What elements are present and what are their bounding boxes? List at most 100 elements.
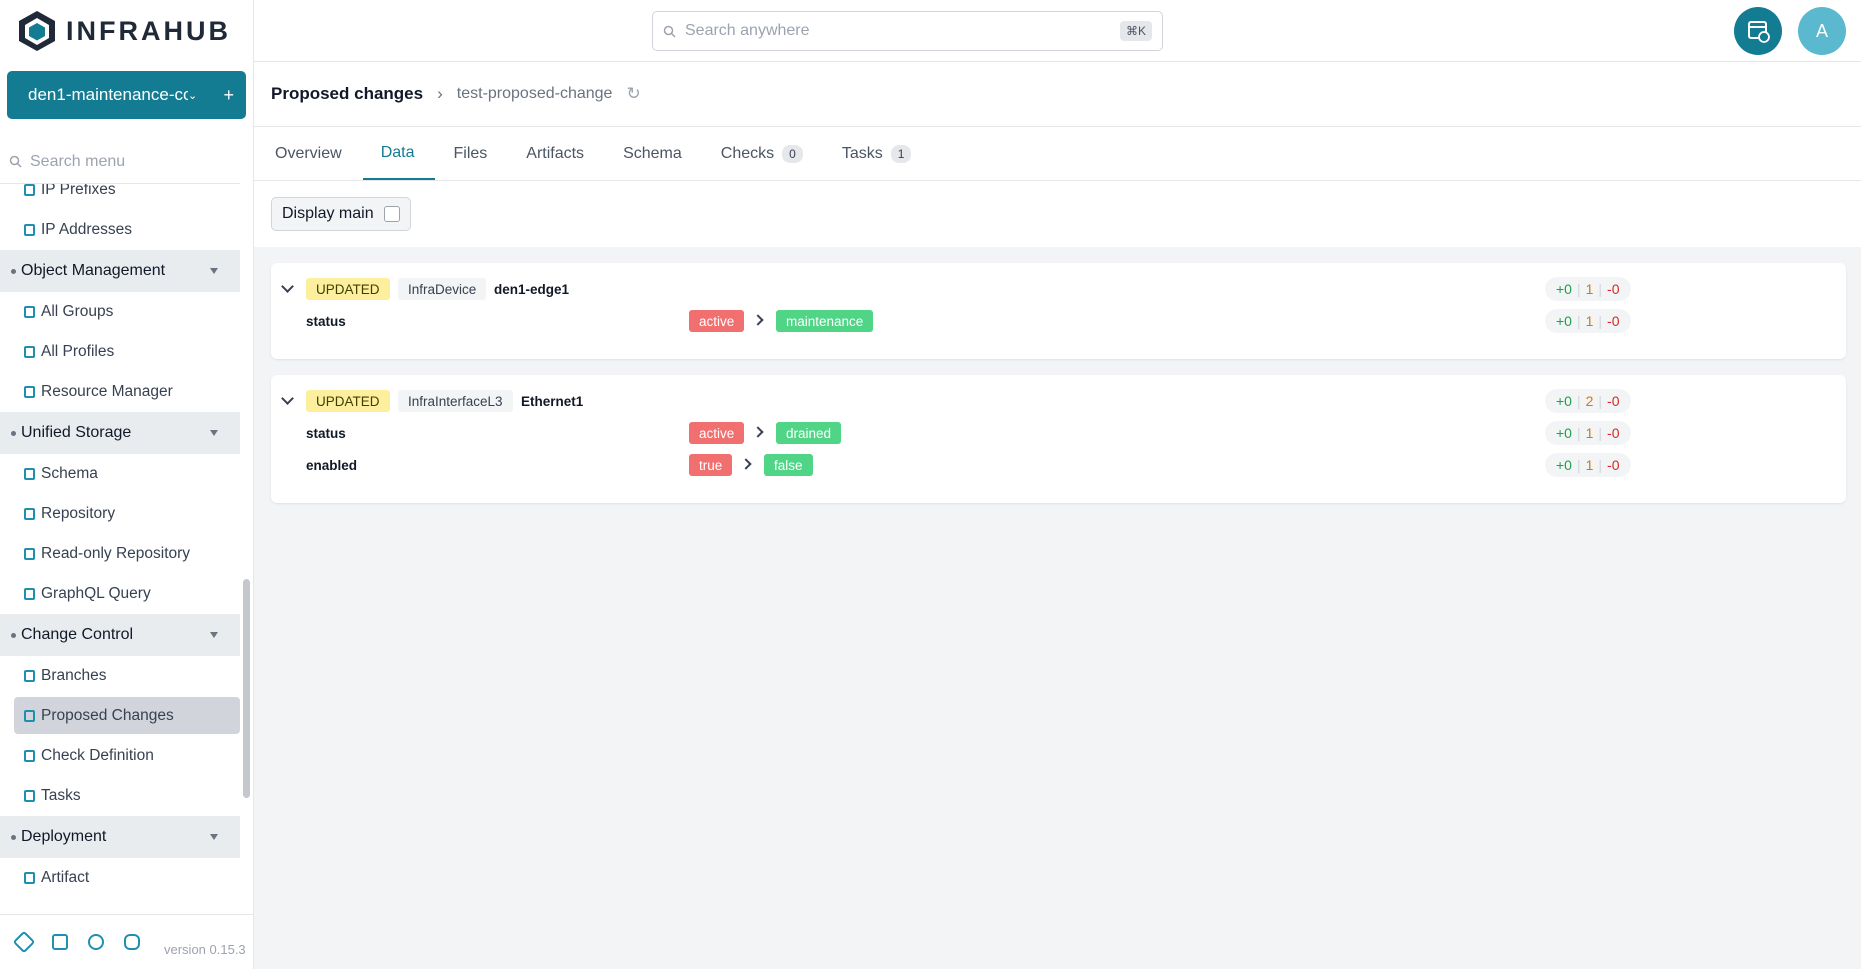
api-icon[interactable]: [124, 934, 140, 950]
menu-icon: [24, 468, 35, 480]
add-branch[interactable]: +: [223, 84, 234, 105]
menu-item[interactable]: GraphQL Query: [0, 574, 240, 614]
menu-item[interactable]: Check Definition: [0, 736, 240, 776]
menu-section[interactable]: Change Control: [0, 614, 240, 656]
menu-label: Artifact: [41, 869, 90, 886]
menu-label: Branches: [41, 667, 107, 684]
updated-count: 1: [1585, 281, 1594, 297]
kind-badge: InfraInterfaceL3: [398, 390, 513, 412]
new-value: maintenance: [776, 310, 874, 332]
menu-label: Check Definition: [41, 747, 154, 764]
tab-count: 0: [782, 144, 803, 163]
menu-section[interactable]: Object Management: [0, 250, 240, 292]
arrow: [740, 458, 752, 470]
avatar[interactable]: A: [1798, 7, 1846, 55]
tab-label: Data: [380, 143, 415, 161]
menu-label: Proposed Changes: [41, 706, 174, 724]
branch-name: den1-maintenance-cor: [28, 85, 188, 104]
menu-item[interactable]: Read-only Repository: [0, 534, 240, 574]
diff-node-row[interactable]: UPDATED InfraDevice den1-edge1 +0 | 1 | -0: [271, 273, 1846, 305]
node-name[interactable]: den1-edge1: [494, 281, 570, 297]
attribute-row: enabled true false +0 | 1 | -0: [271, 449, 1846, 481]
scrollbar[interactable]: [243, 579, 250, 798]
menu-icon: [24, 588, 35, 600]
chevron: ⌄: [188, 89, 198, 102]
menu-item[interactable]: Artifact: [0, 858, 240, 898]
tab[interactable]: Data: [362, 127, 436, 180]
menu-item[interactable]: IP Prefixes: [0, 184, 240, 210]
tab[interactable]: Tasks 1: [824, 127, 933, 180]
menu-item[interactable]: IP Addresses: [0, 210, 240, 250]
sidebar-footer: version 0.15.3: [0, 914, 254, 969]
collapse-chevron[interactable]: [281, 392, 294, 405]
tab-count: 1: [890, 144, 912, 163]
attribute-row: status active drained +0 | 1 | -0: [271, 417, 1846, 449]
menu-item[interactable]: Branches: [0, 656, 240, 696]
breadcrumb-title[interactable]: Proposed changes: [271, 84, 424, 103]
arrow: [752, 426, 764, 438]
updated-count: 1: [1585, 425, 1594, 441]
menu-item[interactable]: Repository: [0, 494, 240, 534]
diff-card: UPDATED InfraDevice den1-edge1 +0 | 1 | -0 statu…: [271, 263, 1846, 359]
menu-item[interactable]: Resource Manager: [0, 372, 240, 412]
tab[interactable]: Schema: [605, 127, 703, 180]
tab[interactable]: Files: [435, 127, 508, 180]
menu-label: Tasks: [41, 787, 81, 804]
updated-count: 1: [1585, 457, 1594, 473]
tab[interactable]: Overview: [254, 127, 363, 180]
menu-search[interactable]: Search menu: [0, 140, 240, 184]
removed-count: -0: [1607, 281, 1620, 297]
branch-selector[interactable]: den1-maintenance-cor ⌄ +: [7, 71, 246, 119]
display-main-toggle[interactable]: Display main: [271, 197, 411, 231]
checkbox[interactable]: [384, 206, 400, 222]
menu-item[interactable]: All Profiles: [0, 332, 240, 372]
menu-label: IP Prefixes: [41, 184, 116, 198]
menu-label: IP Addresses: [41, 221, 133, 238]
diff-summary: +0 | 2 | -0: [1545, 389, 1631, 413]
menu-icon: [24, 790, 35, 802]
graphql-icon[interactable]: [88, 934, 104, 950]
logo-icon: [19, 11, 55, 51]
refresh-icon[interactable]: ↻: [626, 84, 641, 103]
search-icon: [663, 25, 676, 38]
global-search[interactable]: Search anywhere ⌘K: [652, 11, 1163, 51]
node-name[interactable]: Ethernet1: [521, 393, 584, 409]
calendar-icon: [1748, 21, 1770, 43]
separator: |: [1576, 281, 1581, 297]
kind-badge: InfraDevice: [398, 278, 487, 300]
separator: |: [1576, 313, 1581, 329]
menu-icon: [24, 224, 35, 236]
menu-item[interactable]: Proposed Changes: [14, 697, 240, 734]
diff-summary: +0 | 1 | -0: [1545, 421, 1631, 445]
tab[interactable]: Checks 0: [703, 127, 824, 180]
docs-icon[interactable]: [52, 934, 68, 950]
added-count: +0: [1556, 393, 1572, 409]
git-icon[interactable]: [12, 930, 36, 954]
menu-item[interactable]: Schema: [0, 454, 240, 494]
menu-item[interactable]: Tasks: [0, 776, 240, 816]
separator: |: [1598, 313, 1603, 329]
menu: IP Prefixes IP Addresses Object Management…: [0, 184, 240, 898]
removed-count: -0: [1607, 425, 1620, 441]
menu-search-placeholder: Search menu: [30, 152, 126, 170]
collapse-chevron[interactable]: [281, 280, 294, 293]
separator: |: [1576, 457, 1581, 473]
menu-item[interactable]: All Groups: [0, 292, 240, 332]
menu-section[interactable]: Deployment: [0, 816, 240, 858]
tab-label: Checks: [720, 144, 775, 162]
old-value: active: [689, 310, 745, 332]
logo-text: INFRAHUB: [66, 15, 231, 46]
menu-label: All Groups: [41, 303, 114, 320]
new-value: false: [764, 454, 813, 476]
logo[interactable]: INFRAHUB: [18, 8, 231, 54]
schedule-button[interactable]: [1734, 7, 1782, 55]
tab[interactable]: Artifacts: [508, 127, 605, 180]
diff-node-row[interactable]: UPDATED InfraInterfaceL3 Ethernet1 +0 | 2 | -0: [271, 385, 1846, 417]
menu-icon: [24, 548, 35, 560]
menu-section[interactable]: Unified Storage: [0, 412, 240, 454]
menu-label: All Profiles: [41, 343, 115, 360]
separator: |: [1576, 425, 1581, 441]
breadcrumb: Proposed changes › test-proposed-change ↻: [271, 62, 641, 126]
menu-label: GraphQL Query: [41, 585, 151, 602]
